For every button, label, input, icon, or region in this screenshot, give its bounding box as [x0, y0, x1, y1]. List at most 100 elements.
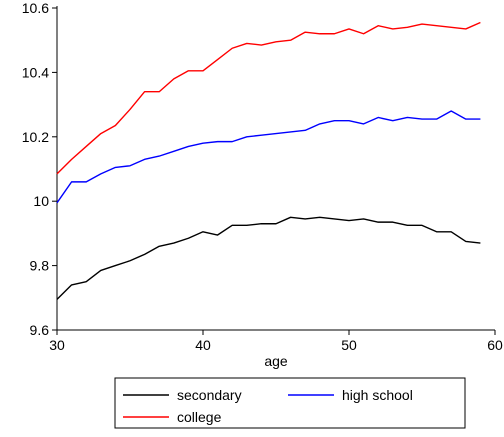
series-secondary	[56, 216, 481, 300]
data-point	[421, 118, 423, 120]
data-point	[392, 221, 394, 223]
data-point	[377, 221, 379, 223]
data-point	[114, 264, 116, 266]
data-point	[362, 33, 364, 35]
data-point	[85, 181, 87, 183]
data-point	[333, 218, 335, 220]
data-point	[348, 120, 350, 122]
data-point	[406, 26, 408, 28]
x-tick-label: 30	[49, 337, 65, 353]
data-point	[231, 140, 233, 142]
data-point	[246, 136, 248, 138]
data-point	[231, 224, 233, 226]
data-point	[377, 116, 379, 118]
data-point	[392, 120, 394, 122]
data-point	[114, 166, 116, 168]
data-point	[260, 223, 262, 225]
data-point	[479, 242, 481, 244]
data-point	[143, 158, 145, 160]
data-point	[275, 41, 277, 43]
data-point	[421, 23, 423, 25]
x-tick-label: 60	[487, 337, 503, 353]
data-point	[202, 70, 204, 72]
data-point	[70, 284, 72, 286]
y-tick-label: 9.8	[30, 258, 50, 274]
data-point	[289, 131, 291, 133]
data-point	[304, 129, 306, 131]
x-tick-label: 50	[341, 337, 357, 353]
data-point	[362, 218, 364, 220]
data-point	[465, 118, 467, 120]
y-tick-label: 10.6	[22, 0, 49, 16]
data-point	[304, 218, 306, 220]
data-point	[450, 231, 452, 233]
data-point	[260, 134, 262, 136]
series-high-school	[56, 110, 481, 204]
data-point	[479, 118, 481, 120]
data-point	[56, 298, 58, 300]
data-point	[289, 216, 291, 218]
data-point	[85, 281, 87, 283]
series-line	[56, 110, 481, 204]
data-point	[275, 223, 277, 225]
data-point	[450, 110, 452, 112]
data-point	[56, 173, 58, 175]
y-tick-label: 9.6	[30, 322, 50, 338]
data-point	[129, 165, 131, 167]
legend-label: college	[177, 409, 222, 425]
data-point	[216, 58, 218, 60]
data-point	[362, 123, 364, 125]
data-point	[158, 155, 160, 157]
x-tick-label: 40	[195, 337, 211, 353]
data-point	[377, 25, 379, 27]
data-point	[114, 124, 116, 126]
data-point	[173, 78, 175, 80]
data-point	[100, 269, 102, 271]
data-point	[406, 224, 408, 226]
data-point	[100, 173, 102, 175]
data-point	[319, 123, 321, 125]
data-point	[187, 145, 189, 147]
data-point	[392, 28, 394, 30]
legend-label: secondary	[177, 387, 242, 403]
series-line	[56, 216, 481, 300]
series-college	[56, 21, 481, 175]
data-point	[333, 120, 335, 122]
data-point	[435, 231, 437, 233]
data-point	[348, 28, 350, 30]
data-point	[246, 42, 248, 44]
data-point	[435, 25, 437, 27]
data-point	[129, 108, 131, 110]
data-point	[319, 216, 321, 218]
legend-label: high school	[342, 387, 413, 403]
data-point	[465, 28, 467, 30]
data-point	[246, 224, 248, 226]
data-point	[187, 70, 189, 72]
data-point	[56, 202, 58, 204]
data-point	[260, 44, 262, 46]
data-point	[275, 132, 277, 134]
y-tick-label: 10	[33, 193, 49, 209]
data-point	[70, 181, 72, 183]
data-point	[289, 39, 291, 41]
data-point	[158, 91, 160, 93]
data-point	[348, 219, 350, 221]
data-point	[421, 224, 423, 226]
data-point	[304, 31, 306, 33]
data-point	[479, 21, 481, 23]
data-point	[435, 118, 437, 120]
data-point	[143, 253, 145, 255]
data-point	[465, 240, 467, 242]
data-point	[202, 142, 204, 144]
data-point	[85, 145, 87, 147]
y-tick-label: 10.4	[22, 64, 49, 80]
data-point	[216, 140, 218, 142]
data-point	[100, 132, 102, 134]
data-point	[319, 33, 321, 35]
data-point	[333, 33, 335, 35]
data-point	[173, 242, 175, 244]
data-point	[143, 91, 145, 93]
x-axis-title: age	[264, 353, 288, 369]
